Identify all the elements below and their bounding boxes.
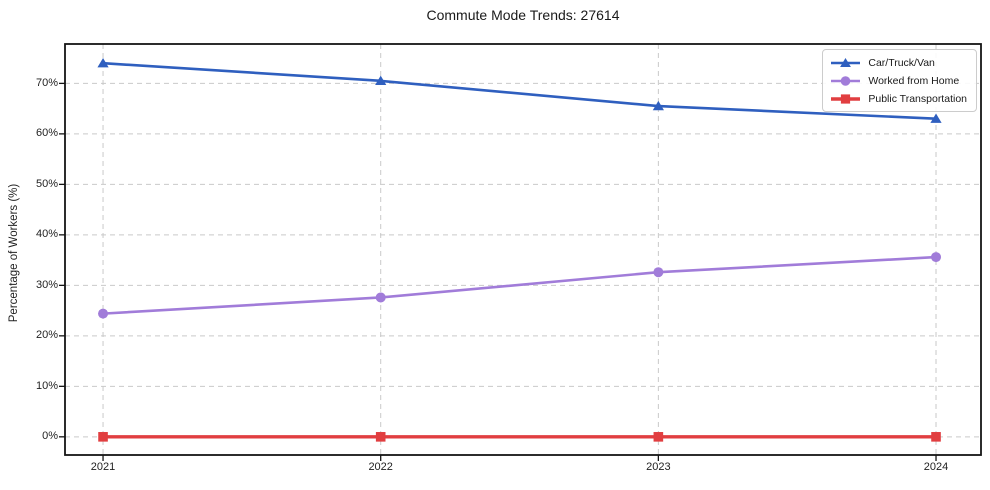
- x-tick-label: 2022: [368, 461, 393, 473]
- y-tick-label: 60%: [35, 127, 58, 140]
- data-point-triangle: [97, 57, 109, 68]
- public-transportation-line-icon: [831, 93, 861, 104]
- plot-area: [59, 43, 982, 461]
- data-point-triangle: [375, 75, 387, 86]
- y-tick-label: 20%: [35, 329, 58, 342]
- series-line-0: [101, 61, 938, 121]
- car-truck-van-line-icon: [831, 57, 861, 67]
- plot-border: [64, 43, 982, 456]
- y-tick-label: 70%: [35, 76, 58, 89]
- y-axis-label-text: Percentage of Workers (%): [8, 183, 20, 323]
- legend-item-car-truck-van: Car/Truck/Van: [830, 55, 967, 70]
- legend: Car/Truck/Van Worked from Home Public Tr…: [822, 49, 977, 112]
- legend-label: Car/Truck/Van: [868, 56, 935, 69]
- y-tick-label: 10%: [35, 379, 58, 392]
- series-line-1: [101, 255, 938, 315]
- legend-item-public-transportation: Public Transportation: [830, 91, 967, 106]
- data-point-circle: [931, 252, 942, 263]
- circle-marker-icon: [841, 75, 851, 86]
- y-tick-label: 40%: [35, 228, 58, 241]
- data-point-triangle: [930, 113, 942, 123]
- data-point-triangle: [652, 100, 664, 111]
- data-point-circle: [98, 308, 109, 319]
- triangle-marker-icon: [840, 57, 852, 67]
- data-point-square: [375, 432, 386, 442]
- square-marker-icon: [841, 93, 851, 104]
- data-point-circle: [375, 292, 386, 303]
- data-point-square: [653, 432, 664, 442]
- chart-title: Commute Mode Trends: 27614: [426, 7, 620, 23]
- x-tick-label: 2023: [646, 461, 671, 473]
- x-tick-label: 2024: [923, 461, 949, 473]
- y-tick-label: 50%: [35, 177, 58, 190]
- legend-label: Public Transportation: [868, 92, 967, 105]
- worked-from-home-line-icon: [831, 75, 861, 86]
- x-tick-label: 2021: [90, 461, 116, 473]
- data-point-square: [98, 432, 108, 442]
- legend-item-worked-from-home: Worked from Home: [830, 73, 967, 88]
- legend-label: Worked from Home: [868, 74, 960, 87]
- data-point-circle: [653, 267, 664, 278]
- y-tick-label: 30%: [35, 278, 58, 291]
- data-point-square: [931, 432, 941, 442]
- y-tick-label: 0%: [42, 430, 58, 443]
